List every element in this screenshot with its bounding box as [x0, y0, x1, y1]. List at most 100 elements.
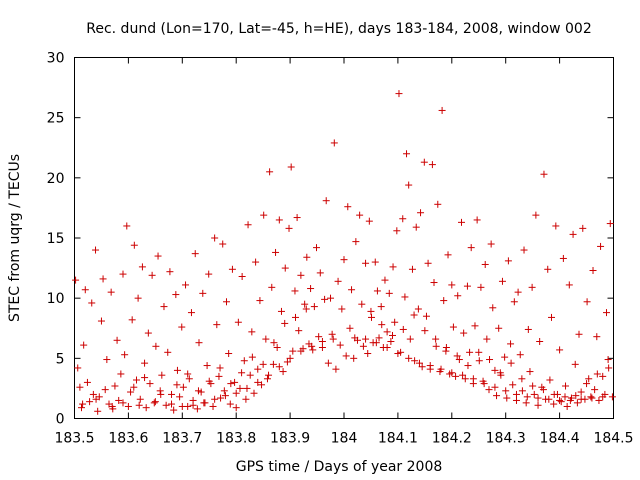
data-point — [438, 106, 446, 114]
y-tick-label: 25 — [47, 111, 65, 127]
data-point — [591, 386, 599, 394]
data-point — [362, 335, 370, 343]
data-point — [503, 394, 511, 402]
data-point — [151, 398, 159, 406]
data-point — [454, 292, 462, 300]
data-point — [403, 150, 411, 158]
data-point — [232, 389, 240, 397]
data-point — [295, 327, 303, 335]
data-point — [263, 375, 271, 383]
data-point — [557, 398, 565, 406]
data-point — [316, 269, 324, 277]
data-point — [168, 400, 176, 408]
data-point — [385, 289, 393, 297]
data-point — [455, 356, 463, 364]
data-point — [243, 384, 251, 392]
data-point — [89, 390, 97, 398]
data-point — [291, 287, 299, 295]
data-point — [577, 388, 585, 396]
chart-title: Rec. dund (Lon=170, Lat=-45, h=HE), days… — [86, 21, 592, 37]
data-point — [170, 406, 178, 414]
data-point — [552, 222, 560, 230]
data-point — [309, 346, 317, 354]
data-point — [209, 402, 217, 410]
data-point — [134, 294, 142, 302]
data-point — [512, 396, 520, 404]
data-point — [130, 241, 138, 249]
data-point — [536, 337, 544, 345]
data-point — [563, 402, 571, 410]
data-point — [152, 342, 160, 350]
data-point — [250, 389, 258, 397]
data-point — [434, 200, 442, 208]
data-point — [193, 405, 201, 413]
data-point — [471, 322, 479, 330]
data-point — [495, 324, 503, 332]
data-point — [327, 294, 335, 302]
data-point — [351, 334, 359, 342]
data-point — [394, 350, 402, 358]
data-point — [532, 211, 540, 219]
data-point — [589, 266, 597, 274]
data-point — [362, 259, 370, 267]
data-point — [301, 300, 309, 308]
data-point — [406, 335, 414, 343]
data-point — [426, 362, 434, 370]
data-point — [315, 333, 323, 341]
data-point — [489, 304, 497, 312]
data-point — [313, 244, 321, 252]
data-point — [595, 396, 603, 404]
data-point — [286, 354, 294, 362]
data-point — [254, 365, 262, 373]
x-tick-label: 184.2 — [432, 431, 472, 447]
data-point — [303, 253, 311, 261]
data-point — [475, 357, 483, 365]
data-point — [534, 394, 542, 402]
data-point — [191, 250, 199, 258]
data-point — [522, 399, 530, 407]
data-point — [178, 323, 186, 331]
data-point — [365, 217, 373, 225]
y-tick-label: 15 — [47, 231, 65, 247]
data-point — [329, 335, 337, 343]
data-point — [111, 382, 119, 390]
data-point — [593, 333, 601, 341]
data-point — [117, 370, 125, 378]
data-point — [507, 359, 515, 367]
data-point — [123, 222, 131, 230]
data-point — [168, 390, 176, 398]
data-point — [359, 342, 367, 350]
data-point — [330, 139, 338, 147]
data-point — [242, 395, 250, 403]
data-point — [473, 216, 481, 224]
data-point — [383, 328, 391, 336]
data-point — [80, 341, 88, 349]
data-point — [516, 351, 524, 359]
data-point — [597, 242, 605, 250]
data-point — [491, 383, 499, 391]
y-tick-labels: 0 5 10 15 20 25 30 — [47, 51, 65, 428]
x-tick-label: 183.9 — [270, 431, 310, 447]
data-point — [127, 388, 135, 396]
data-point — [579, 224, 587, 232]
data-point — [389, 331, 397, 339]
data-point — [393, 227, 401, 235]
data-point — [321, 295, 329, 303]
data-point — [401, 293, 409, 301]
data-point — [79, 400, 87, 408]
data-point — [94, 407, 102, 415]
data-point — [182, 281, 190, 289]
data-point — [258, 381, 266, 389]
y-tick-label: 30 — [47, 51, 65, 67]
data-point — [518, 375, 526, 383]
data-point — [211, 234, 219, 242]
data-point — [389, 263, 397, 271]
data-point — [124, 402, 132, 410]
data-point — [606, 220, 614, 228]
data-point — [228, 265, 236, 273]
data-point — [260, 211, 268, 219]
data-point — [266, 168, 274, 176]
data-point — [424, 259, 432, 267]
data-point — [550, 390, 558, 398]
data-point — [448, 369, 456, 377]
